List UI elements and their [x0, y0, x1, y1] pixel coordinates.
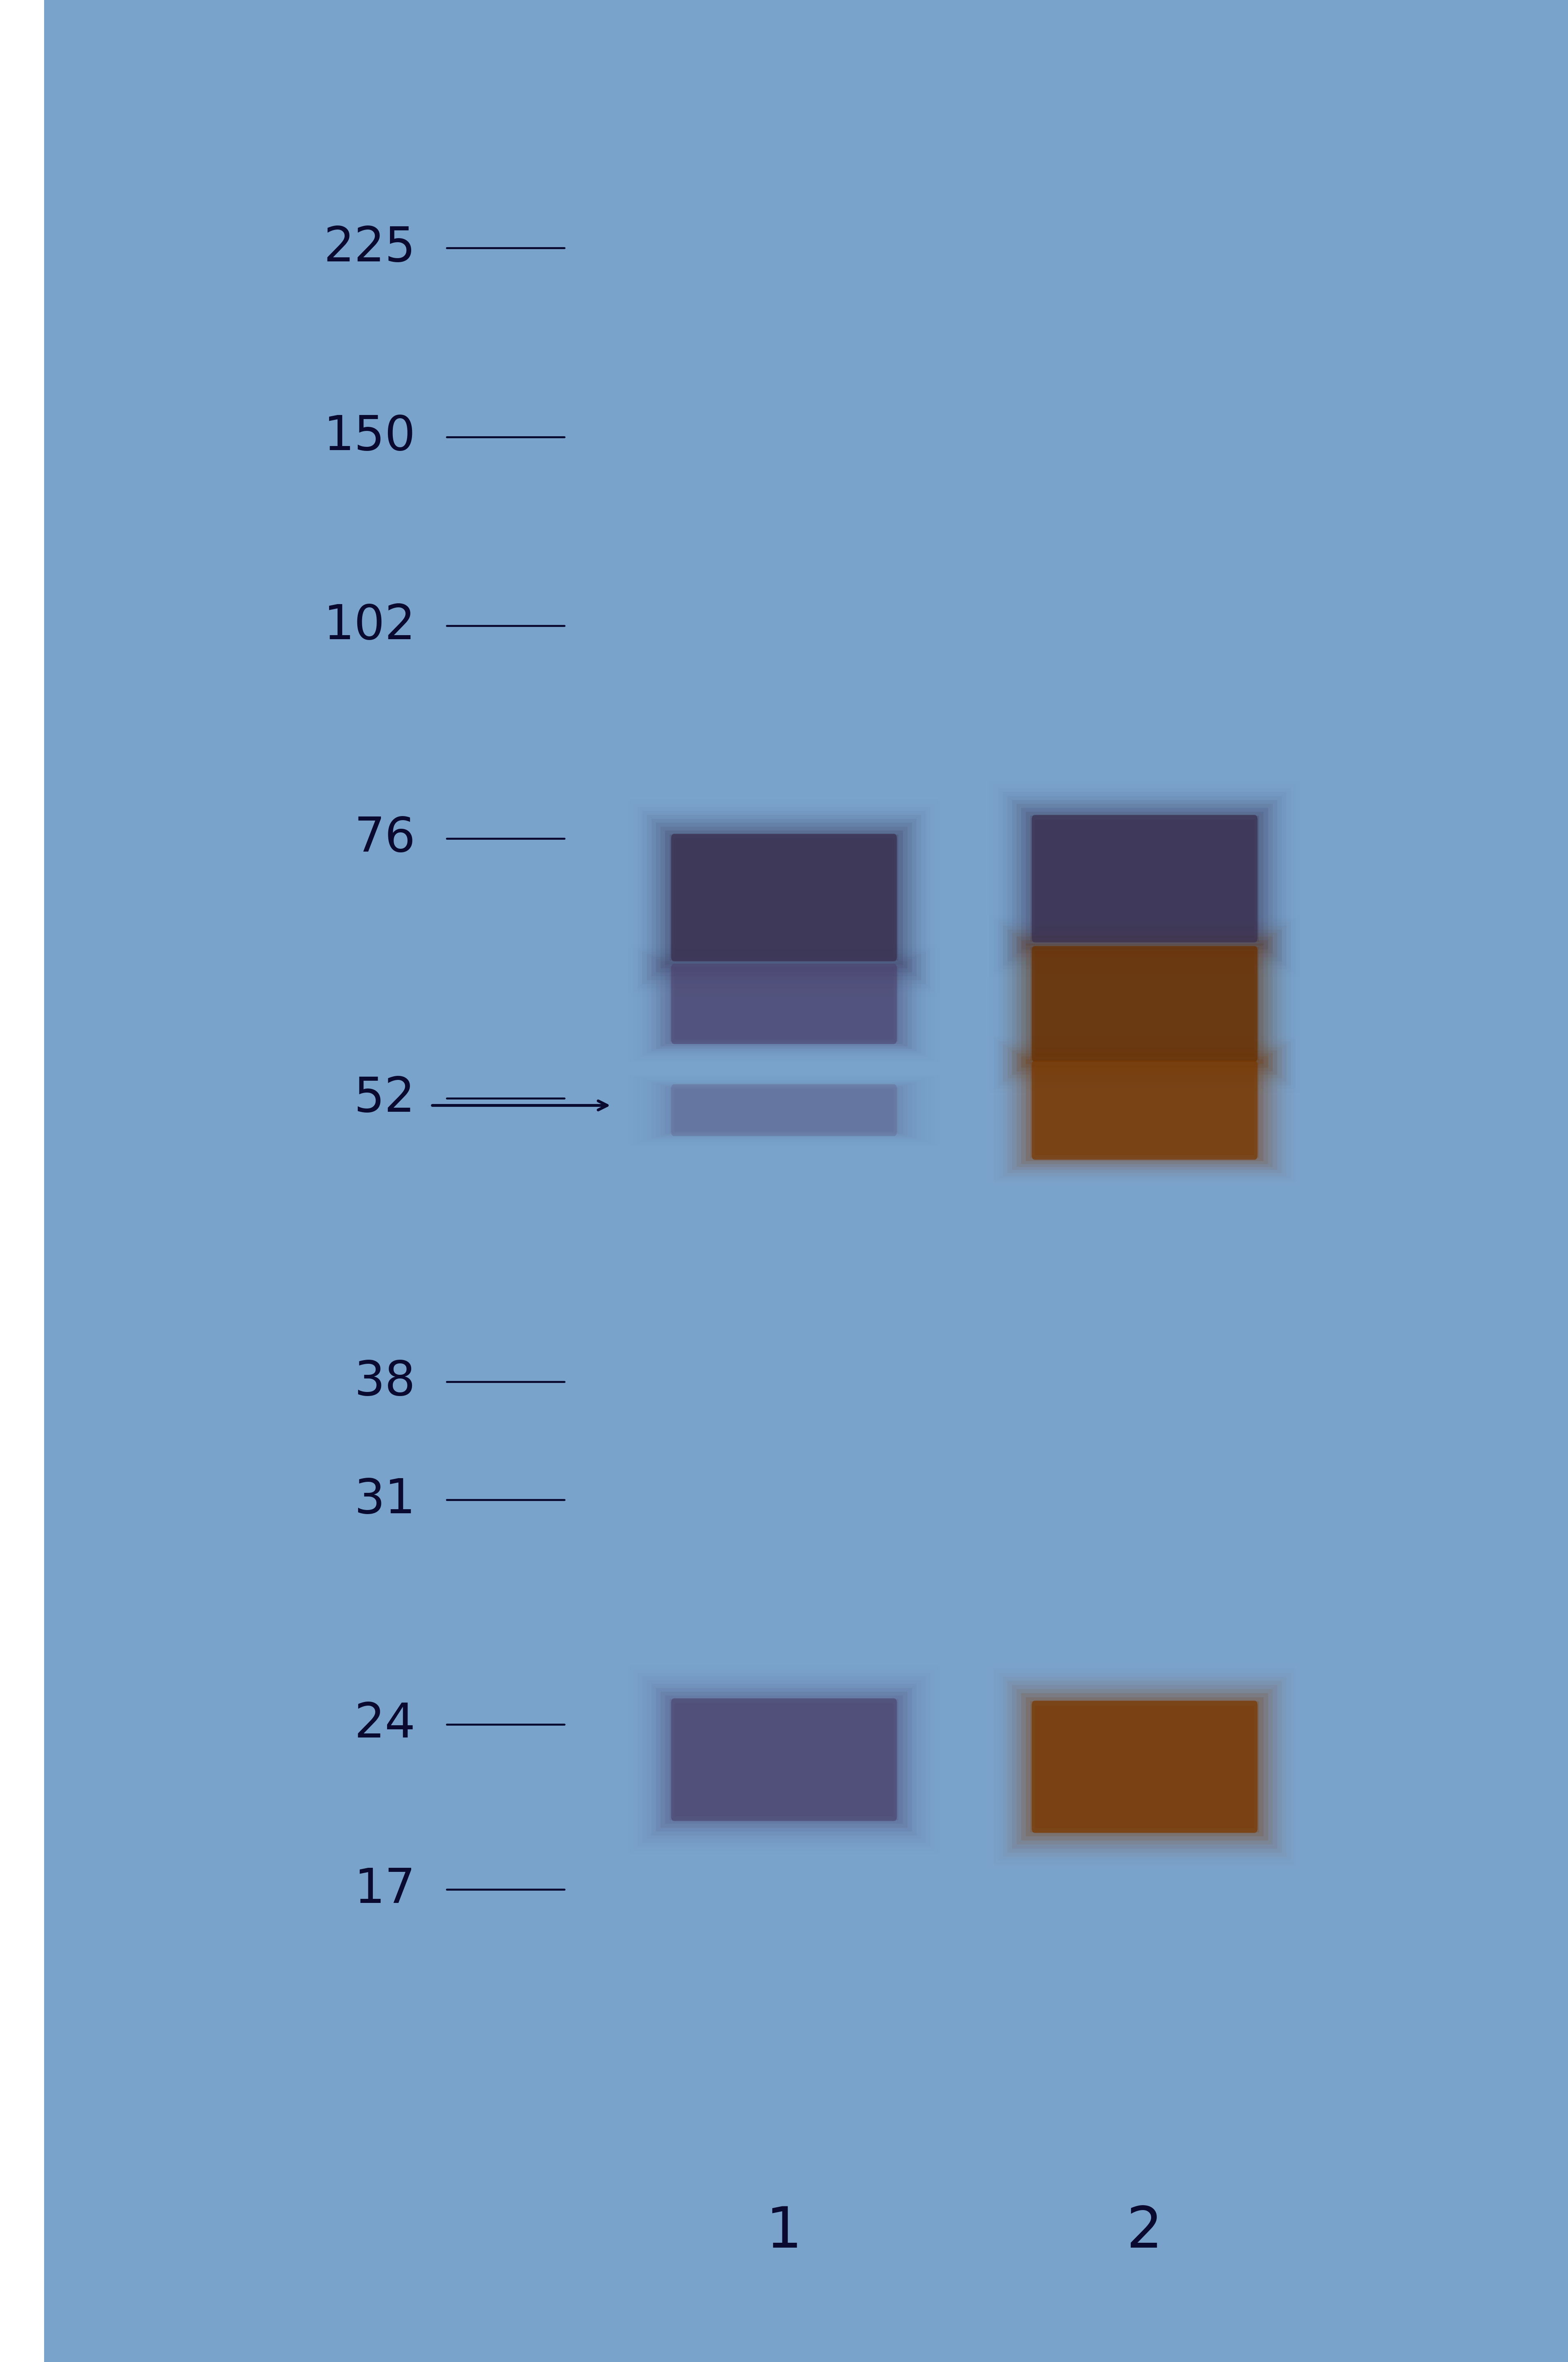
FancyBboxPatch shape: [1007, 796, 1281, 961]
FancyBboxPatch shape: [1035, 950, 1254, 1056]
FancyBboxPatch shape: [1016, 803, 1273, 954]
FancyBboxPatch shape: [1011, 1051, 1278, 1169]
Text: 2: 2: [1127, 2204, 1162, 2260]
FancyBboxPatch shape: [674, 968, 894, 1039]
FancyBboxPatch shape: [1030, 947, 1259, 1061]
FancyBboxPatch shape: [1032, 1701, 1258, 1833]
FancyBboxPatch shape: [660, 827, 908, 968]
FancyBboxPatch shape: [651, 957, 917, 1051]
FancyBboxPatch shape: [651, 1684, 917, 1835]
FancyBboxPatch shape: [1030, 815, 1259, 942]
FancyBboxPatch shape: [1007, 1682, 1281, 1852]
FancyBboxPatch shape: [1025, 1058, 1264, 1162]
FancyBboxPatch shape: [665, 831, 903, 964]
Text: 225: 225: [323, 224, 416, 272]
FancyBboxPatch shape: [1035, 1705, 1254, 1828]
Text: 76: 76: [354, 815, 416, 862]
FancyBboxPatch shape: [1035, 1065, 1254, 1155]
FancyBboxPatch shape: [674, 1703, 894, 1816]
FancyBboxPatch shape: [670, 1087, 898, 1134]
Text: 38: 38: [354, 1358, 416, 1405]
Text: 52: 52: [354, 1075, 416, 1122]
FancyBboxPatch shape: [674, 1089, 894, 1131]
FancyBboxPatch shape: [1035, 820, 1254, 938]
FancyBboxPatch shape: [1011, 1684, 1278, 1849]
Text: 31: 31: [354, 1476, 416, 1523]
Text: 150: 150: [323, 413, 416, 461]
Text: 24: 24: [354, 1701, 416, 1748]
FancyBboxPatch shape: [665, 1696, 903, 1823]
FancyBboxPatch shape: [651, 820, 917, 976]
FancyBboxPatch shape: [665, 1087, 903, 1134]
FancyBboxPatch shape: [1030, 1063, 1259, 1157]
FancyBboxPatch shape: [1030, 1701, 1259, 1833]
FancyBboxPatch shape: [1016, 938, 1273, 1072]
FancyBboxPatch shape: [670, 834, 898, 961]
FancyBboxPatch shape: [1007, 928, 1281, 1077]
FancyBboxPatch shape: [670, 966, 898, 1042]
FancyBboxPatch shape: [674, 839, 894, 957]
Text: 1: 1: [765, 2204, 803, 2260]
FancyBboxPatch shape: [1011, 801, 1278, 957]
FancyBboxPatch shape: [1016, 1689, 1273, 1845]
FancyBboxPatch shape: [655, 1689, 913, 1831]
FancyBboxPatch shape: [671, 1084, 897, 1136]
FancyBboxPatch shape: [660, 1691, 908, 1828]
FancyBboxPatch shape: [671, 1698, 897, 1821]
FancyBboxPatch shape: [655, 822, 913, 973]
FancyBboxPatch shape: [655, 959, 913, 1049]
FancyBboxPatch shape: [671, 964, 897, 1044]
FancyBboxPatch shape: [1021, 1694, 1269, 1840]
FancyBboxPatch shape: [660, 961, 908, 1046]
FancyBboxPatch shape: [1032, 945, 1258, 1063]
FancyBboxPatch shape: [1025, 813, 1264, 945]
Text: 102: 102: [323, 602, 416, 650]
Text: 17: 17: [354, 1866, 416, 1913]
FancyBboxPatch shape: [1016, 1053, 1273, 1167]
FancyBboxPatch shape: [1025, 942, 1264, 1063]
FancyBboxPatch shape: [1021, 1056, 1269, 1164]
FancyBboxPatch shape: [1011, 933, 1278, 1075]
FancyBboxPatch shape: [646, 815, 922, 980]
FancyBboxPatch shape: [671, 834, 897, 961]
FancyBboxPatch shape: [1032, 815, 1258, 942]
FancyBboxPatch shape: [1021, 940, 1269, 1068]
FancyBboxPatch shape: [1021, 808, 1269, 950]
FancyBboxPatch shape: [665, 964, 903, 1044]
FancyBboxPatch shape: [670, 1698, 898, 1821]
FancyBboxPatch shape: [0, 0, 44, 2362]
FancyBboxPatch shape: [1032, 1061, 1258, 1160]
FancyBboxPatch shape: [1025, 1698, 1264, 1835]
